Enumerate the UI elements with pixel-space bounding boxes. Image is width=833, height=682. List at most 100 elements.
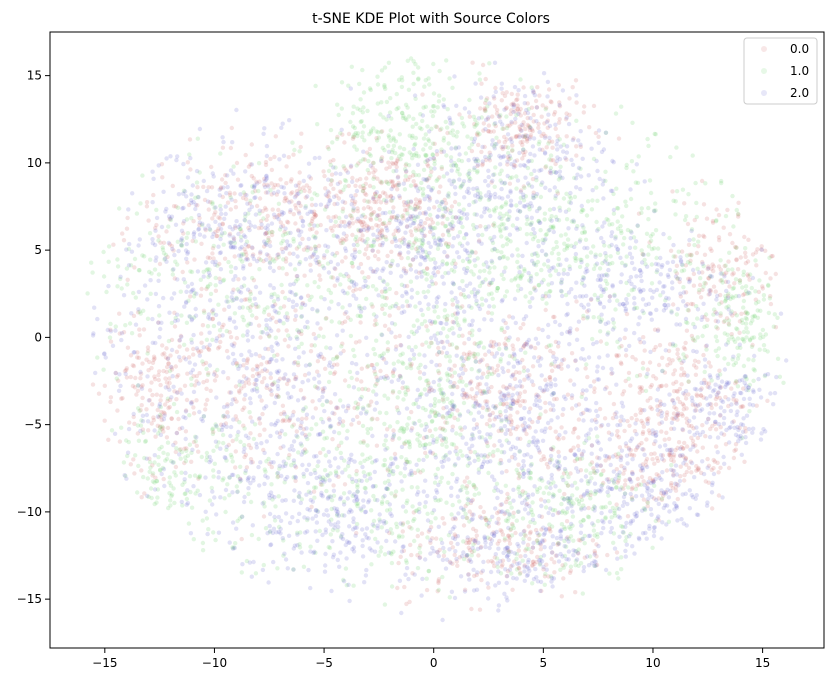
scatter-point — [277, 227, 283, 232]
scatter-point — [280, 233, 286, 238]
scatter-point — [473, 537, 478, 542]
scatter-point — [401, 216, 406, 221]
scatter-point — [543, 107, 548, 112]
scatter-point — [303, 204, 308, 209]
scatter-point — [482, 268, 487, 273]
scatter-point — [148, 278, 153, 283]
scatter-point — [515, 92, 520, 97]
scatter-point — [682, 372, 687, 378]
scatter-point — [147, 456, 152, 461]
scatter-point — [232, 311, 238, 316]
scatter-point — [738, 255, 743, 260]
scatter-point — [607, 500, 612, 506]
scatter-point — [321, 266, 327, 271]
scatter-point — [362, 185, 367, 191]
scatter-point — [213, 537, 218, 543]
scatter-point — [163, 209, 168, 214]
scatter-point — [402, 441, 407, 446]
scatter-point — [615, 206, 621, 211]
scatter-point — [318, 326, 323, 331]
scatter-point — [184, 446, 189, 451]
scatter-point — [433, 427, 438, 432]
scatter-point — [458, 425, 463, 430]
scatter-point — [531, 226, 536, 232]
scatter-point — [184, 448, 189, 453]
scatter-point — [457, 172, 462, 177]
scatter-point — [440, 442, 445, 447]
scatter-point — [384, 410, 389, 416]
scatter-point — [736, 211, 741, 217]
scatter-point — [262, 176, 267, 182]
scatter-point — [277, 376, 283, 381]
scatter-point — [457, 555, 462, 560]
scatter-point — [399, 75, 404, 80]
scatter-point — [640, 388, 645, 393]
scatter-point — [252, 224, 257, 229]
scatter-point — [165, 425, 171, 431]
scatter-point — [218, 267, 224, 272]
scatter-point — [494, 111, 500, 116]
scatter-point — [755, 308, 760, 313]
scatter-point — [496, 516, 501, 522]
scatter-point — [527, 425, 532, 430]
scatter-point — [721, 225, 726, 230]
scatter-point — [379, 332, 384, 337]
scatter-point — [243, 470, 248, 476]
scatter-point — [517, 133, 522, 138]
scatter-point — [470, 537, 475, 542]
scatter-point — [475, 385, 480, 390]
scatter-point — [485, 363, 490, 368]
scatter-point — [717, 368, 722, 373]
scatter-point — [506, 537, 512, 543]
scatter-point — [102, 418, 107, 423]
scatter-point — [397, 195, 403, 200]
scatter-point — [350, 264, 355, 269]
scatter-point — [313, 406, 318, 411]
scatter-point — [250, 245, 255, 251]
scatter-point — [405, 498, 410, 503]
scatter-point — [269, 229, 274, 235]
scatter-point — [350, 136, 356, 141]
scatter-point — [436, 368, 441, 374]
scatter-point — [191, 346, 196, 352]
scatter-point — [660, 355, 665, 360]
scatter-point — [345, 170, 351, 175]
scatter-point — [289, 463, 294, 468]
scatter-point — [514, 467, 519, 473]
scatter-point — [214, 233, 219, 239]
scatter-point — [413, 203, 418, 209]
scatter-point — [347, 224, 352, 229]
scatter-point — [463, 503, 468, 509]
scatter-point — [195, 194, 201, 200]
scatter-point — [287, 251, 292, 256]
scatter-point — [577, 456, 583, 462]
scatter-point — [654, 455, 660, 461]
scatter-point — [275, 352, 280, 357]
scatter-point — [504, 105, 509, 110]
scatter-point — [479, 149, 484, 155]
scatter-point — [145, 348, 151, 353]
scatter-point — [461, 539, 466, 544]
scatter-point — [160, 352, 165, 357]
scatter-point — [574, 256, 579, 261]
scatter-point — [325, 261, 331, 266]
scatter-point — [468, 449, 473, 455]
scatter-point — [397, 252, 403, 257]
scatter-point — [192, 473, 198, 478]
scatter-point — [363, 386, 368, 392]
scatter-point — [264, 230, 269, 236]
scatter-point — [239, 570, 244, 575]
scatter-point — [333, 266, 338, 272]
scatter-point — [231, 236, 237, 241]
scatter-point — [350, 196, 356, 201]
scatter-point — [547, 374, 553, 380]
scatter-point — [250, 302, 255, 308]
scatter-point — [280, 249, 286, 255]
scatter-point — [211, 474, 216, 479]
scatter-point — [725, 207, 730, 213]
scatter-point — [455, 384, 460, 390]
scatter-point — [449, 267, 454, 273]
scatter-point — [287, 452, 292, 458]
scatter-point — [507, 181, 513, 186]
scatter-point — [529, 550, 534, 555]
